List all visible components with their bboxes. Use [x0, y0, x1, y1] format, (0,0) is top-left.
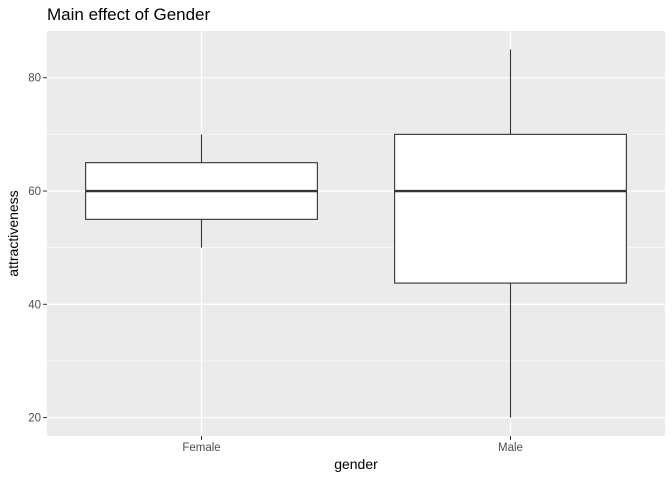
y-axis-label: attractiveness [5, 190, 21, 276]
x-tick-label: Female [182, 442, 220, 454]
y-tick-label: 80 [28, 73, 41, 85]
box-female [85, 134, 318, 248]
y-tick-label: 60 [28, 186, 41, 198]
x-tick-label: Male [498, 442, 523, 454]
box-iqr [394, 133, 627, 284]
chart-title: Main effect of Gender [47, 5, 211, 24]
box-male [394, 49, 627, 418]
x-axis-ticks: Female Male [182, 436, 523, 454]
y-tick-label: 40 [28, 299, 41, 311]
y-axis-ticks: 20 40 60 80 [28, 73, 47, 425]
x-axis-label: gender [334, 456, 378, 472]
boxes [85, 49, 627, 418]
y-tick-label: 20 [28, 413, 41, 425]
